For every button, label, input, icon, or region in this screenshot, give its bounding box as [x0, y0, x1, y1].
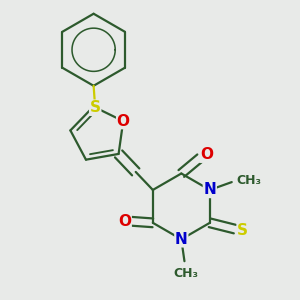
Text: CH₃: CH₃ — [236, 174, 261, 187]
Text: S: S — [237, 223, 248, 238]
Text: S: S — [90, 100, 101, 115]
Text: O: O — [117, 114, 130, 129]
Text: O: O — [118, 214, 131, 229]
Text: N: N — [175, 232, 188, 247]
Text: O: O — [200, 147, 213, 162]
Text: N: N — [203, 182, 216, 197]
Text: CH₃: CH₃ — [173, 268, 199, 281]
